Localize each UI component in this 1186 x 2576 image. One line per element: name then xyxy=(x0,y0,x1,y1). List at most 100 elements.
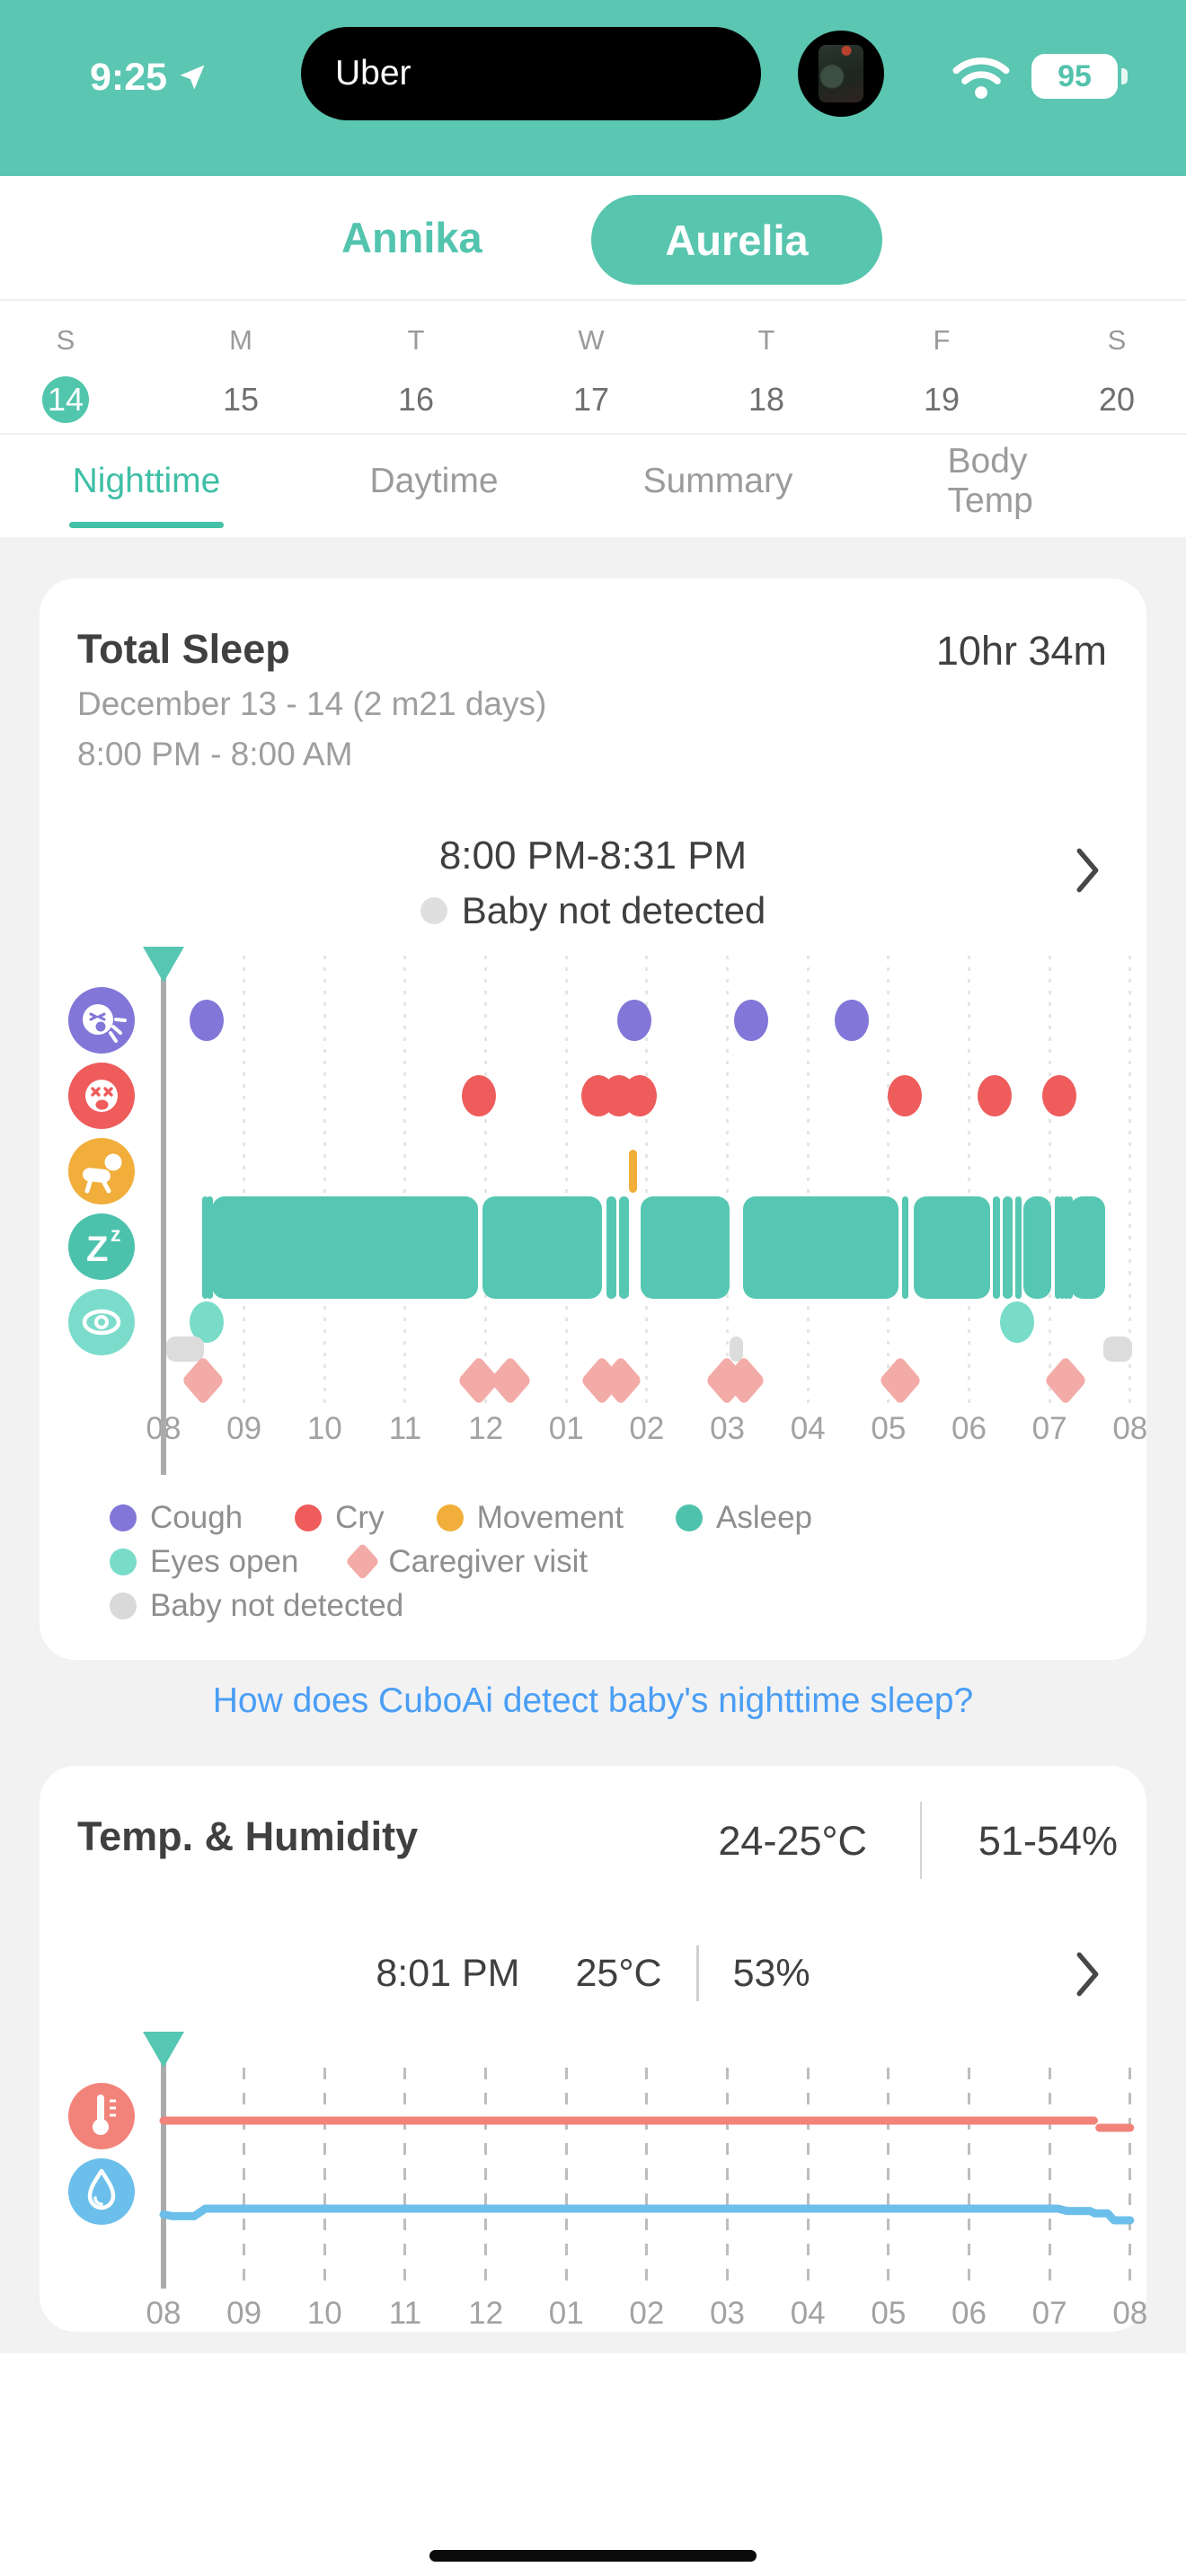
week-day-19[interactable]: F 19 xyxy=(888,324,996,423)
legend-label: Eyes open xyxy=(150,1543,299,1579)
location-arrow-icon xyxy=(180,65,205,90)
segment-detail-chevron-icon[interactable] xyxy=(1076,848,1100,893)
dynamic-island-live-activity[interactable]: Uber xyxy=(301,27,761,120)
grid-line xyxy=(1048,956,1051,1407)
eyes-open-dot xyxy=(189,1301,224,1343)
x-axis-label: 09 xyxy=(226,1411,262,1446)
selected-date-circle: 14 xyxy=(42,376,89,423)
x-axis-label: 10 xyxy=(306,1411,342,1446)
svg-text:Z: Z xyxy=(86,1230,108,1269)
battery-indicator: 95 xyxy=(1031,54,1128,99)
x-axis-label: 01 xyxy=(548,1411,584,1446)
asleep-segment xyxy=(913,1196,990,1299)
x-axis-label: 05 xyxy=(871,1411,907,1446)
selected-point-time: 8:01 PM xyxy=(376,1951,520,1995)
total-sleep-card: Total Sleep 10hr 34m December 13 - 14 (2… xyxy=(40,578,1146,1660)
x-axis-label: 07 xyxy=(1031,1411,1067,1446)
legend-label: Caregiver visit xyxy=(388,1543,589,1579)
not-detected-segment xyxy=(165,1337,204,1362)
profile-tab-aurelia[interactable]: Aurelia xyxy=(591,195,882,285)
legend-item-cough: Cough xyxy=(110,1500,243,1536)
battery-percent: 95 xyxy=(1058,58,1092,93)
x-axis-label: 02 xyxy=(629,2296,665,2331)
grid-line xyxy=(887,2068,890,2289)
asleep-segment xyxy=(207,1196,214,1299)
top-navigation-block: Annika Aurelia S 14 M 15 T 16 W 17 T 18 F 19 S 20 Nig… xyxy=(0,176,1186,537)
sleep-time-range: 8:00 PM - 8:00 AM xyxy=(77,736,353,772)
legend-label: Movement xyxy=(476,1499,624,1535)
grid-line xyxy=(968,956,970,1407)
humidity-line xyxy=(159,2204,1135,2225)
x-axis-label: 12 xyxy=(468,2296,504,2331)
cry-dot xyxy=(887,1075,922,1116)
day-letter: F xyxy=(933,324,951,356)
day-date: 14 xyxy=(12,376,119,423)
selected-segment-status: Baby not detected xyxy=(40,889,1146,932)
x-axis-label: 07 xyxy=(1031,2296,1067,2331)
profile-tab-annika[interactable]: Annika xyxy=(341,214,482,261)
grid-line xyxy=(1128,956,1132,1407)
x-axis-label: 08 xyxy=(146,2296,181,2331)
temp-humidity-chart[interactable]: 08 09 10 11 12 01 02 03 04 05 06 07 08 xyxy=(40,2026,1146,2332)
cry-dot xyxy=(1041,1075,1076,1116)
home-indicator[interactable] xyxy=(429,2550,757,2562)
nighttime-sleep-help-link[interactable]: How does CuboAi detect baby's nighttime … xyxy=(212,1681,974,1720)
asleep-segment xyxy=(1023,1196,1051,1299)
grid-line xyxy=(645,956,649,1407)
tab-nighttime[interactable]: Nighttime xyxy=(72,462,221,500)
point-divider xyxy=(695,1945,699,2001)
week-day-16[interactable]: T 16 xyxy=(362,324,470,423)
legend-label: Asleep xyxy=(715,1499,813,1535)
asleep-segment xyxy=(1014,1196,1022,1299)
asleep-segment xyxy=(1058,1196,1066,1299)
eyes-open-icon xyxy=(68,1289,135,1355)
day-letter: M xyxy=(229,324,252,356)
dot-swatch xyxy=(110,1548,137,1575)
week-day-15[interactable]: M 15 xyxy=(187,324,295,423)
grid-line xyxy=(403,2068,407,2289)
x-axis-label: 09 xyxy=(226,2296,262,2331)
grid-line xyxy=(243,2068,246,2289)
x-axis-label: 04 xyxy=(790,2296,826,2331)
asleep-icon: Z z xyxy=(68,1213,135,1280)
day-date: 17 xyxy=(572,381,610,418)
caregiver-visit-diamond xyxy=(181,1355,225,1406)
week-day-18[interactable]: T 18 xyxy=(712,324,820,423)
grid-line xyxy=(726,956,730,1407)
range-divider xyxy=(920,1802,922,1879)
chart-cursor-line[interactable] xyxy=(161,2037,166,2289)
sleep-legend: Cough Cry Movement Asleep Eyes open Caregiver… xyxy=(110,1496,812,1628)
cough-dot xyxy=(616,1000,651,1041)
status-bar: 9:25 Uber 95 xyxy=(0,0,1186,176)
tab-daytime[interactable]: Daytime xyxy=(369,462,499,500)
cry-dot xyxy=(622,1075,657,1116)
eyes-open-dot xyxy=(1000,1301,1035,1343)
movement-tick xyxy=(629,1150,638,1193)
asleep-segment xyxy=(1003,1196,1013,1299)
dot-swatch xyxy=(110,1504,137,1531)
legend-item-cry: Cry xyxy=(295,1500,385,1536)
tab-summary[interactable]: Summary xyxy=(642,462,793,500)
dot-swatch xyxy=(110,1592,137,1619)
grid-line xyxy=(806,2068,810,2289)
timeline-cursor-line[interactable] xyxy=(161,950,166,1475)
temp-humidity-title: Temp. & Humidity xyxy=(77,1813,419,1859)
temp-detail-chevron-icon[interactable] xyxy=(1076,1952,1100,1997)
grid-line xyxy=(645,2068,649,2289)
dot-swatch xyxy=(675,1504,703,1531)
humidity-range: 51-54% xyxy=(978,1818,1118,1864)
week-day-17[interactable]: W 17 xyxy=(537,324,645,423)
x-axis-label: 10 xyxy=(306,2296,342,2331)
grid-line xyxy=(806,956,810,1407)
grid-line xyxy=(323,956,326,1407)
grid-line xyxy=(564,956,568,1407)
week-day-14[interactable]: S 14 xyxy=(12,324,119,423)
camera-preview-bubble[interactable] xyxy=(798,31,884,117)
asleep-segment xyxy=(202,1196,209,1299)
legend-item-eyes-open: Eyes open xyxy=(110,1544,298,1580)
tab-body-temp[interactable]: Body Temp xyxy=(947,442,1033,520)
timeline-cursor-handle[interactable] xyxy=(143,947,184,983)
week-day-20[interactable]: S 20 xyxy=(1063,324,1171,423)
x-axis-label: 01 xyxy=(548,2296,584,2331)
